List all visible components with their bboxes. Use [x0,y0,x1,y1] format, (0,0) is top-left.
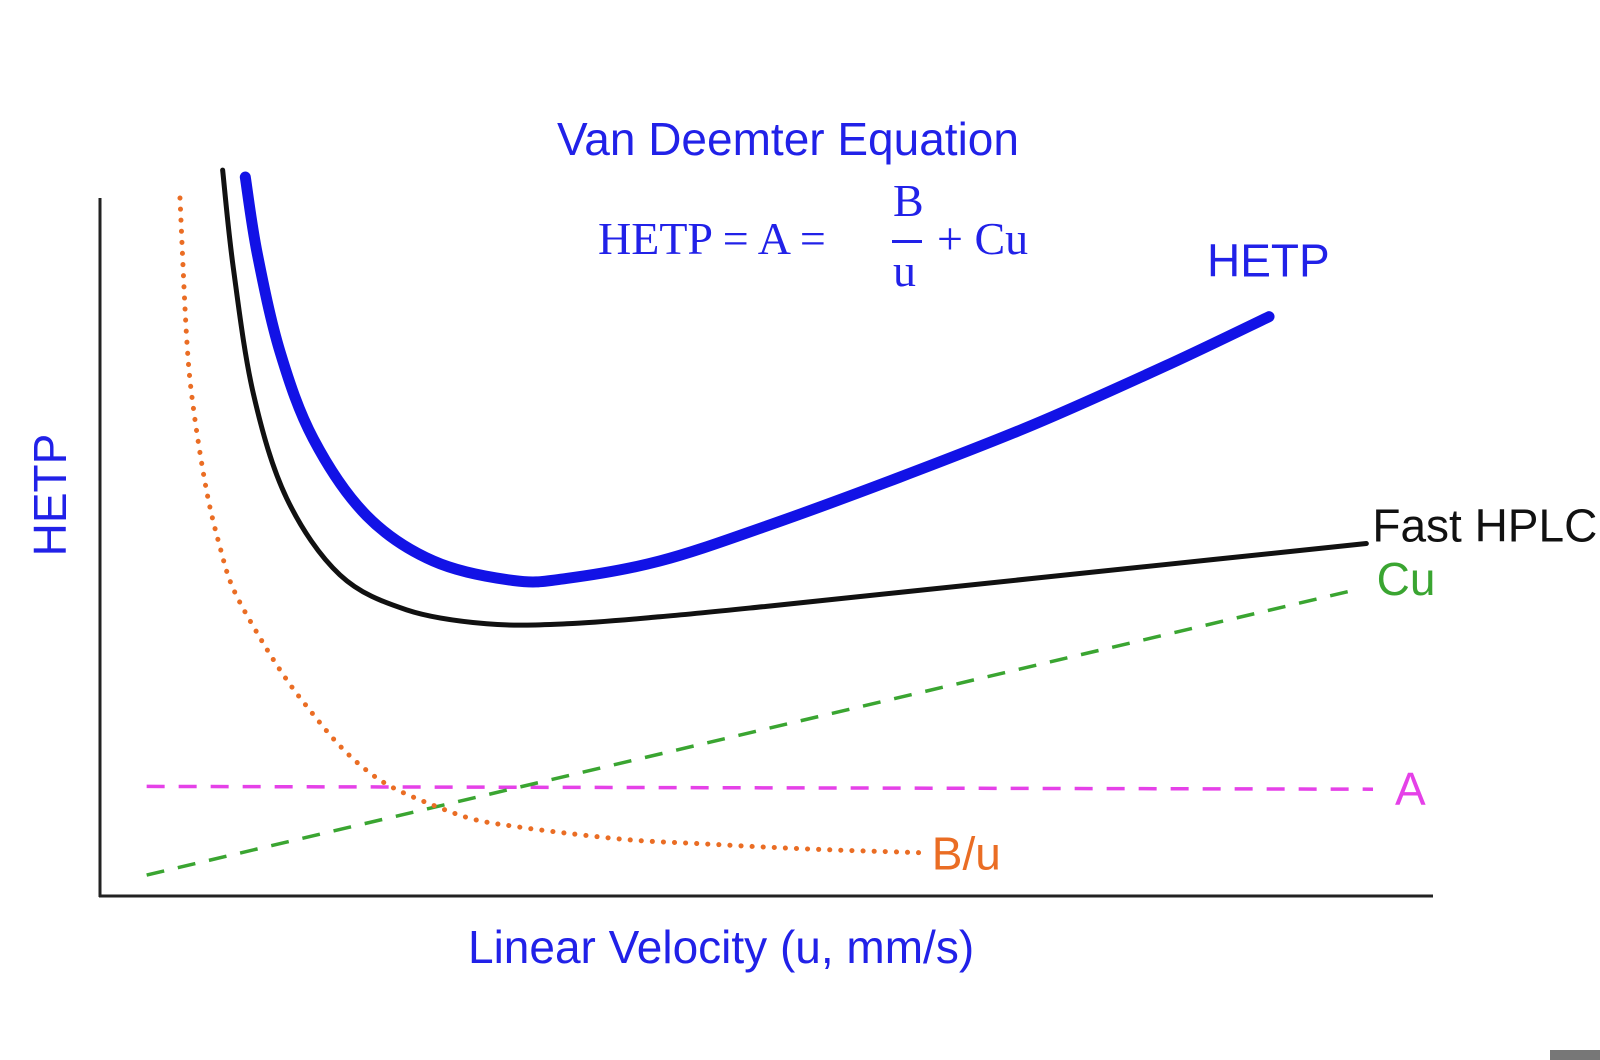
equation-rhs: + Cu [937,213,1029,264]
series-b-u-line [177,195,923,856]
series-fast-hplc-line [220,167,1369,628]
equation-lhs: HETP = A = [598,213,826,264]
series-hetp-line [239,171,1275,588]
series-label-fast-hplc: Fast HPLC [1372,500,1597,552]
series-label-b-u: B/u [932,828,1001,880]
corner-mark [1550,1050,1600,1060]
fraction-bar [892,240,922,243]
equation-numerator: B [893,175,924,226]
series-label-cu: Cu [1377,553,1436,605]
series-a-line [146,784,1374,791]
series-label-hetp: HETP [1207,235,1330,287]
x-axis-label: Linear Velocity (u, mm/s) [468,921,975,973]
y-axis-label: HETP [24,433,76,557]
series-layer [146,167,1374,877]
series-cu-line [146,587,1361,877]
series-label-a: A [1395,763,1426,815]
chart-title: Van Deemter Equation [557,113,1019,165]
y-axis-label-box: HETP [20,420,80,570]
equation-denominator: u [893,245,916,296]
